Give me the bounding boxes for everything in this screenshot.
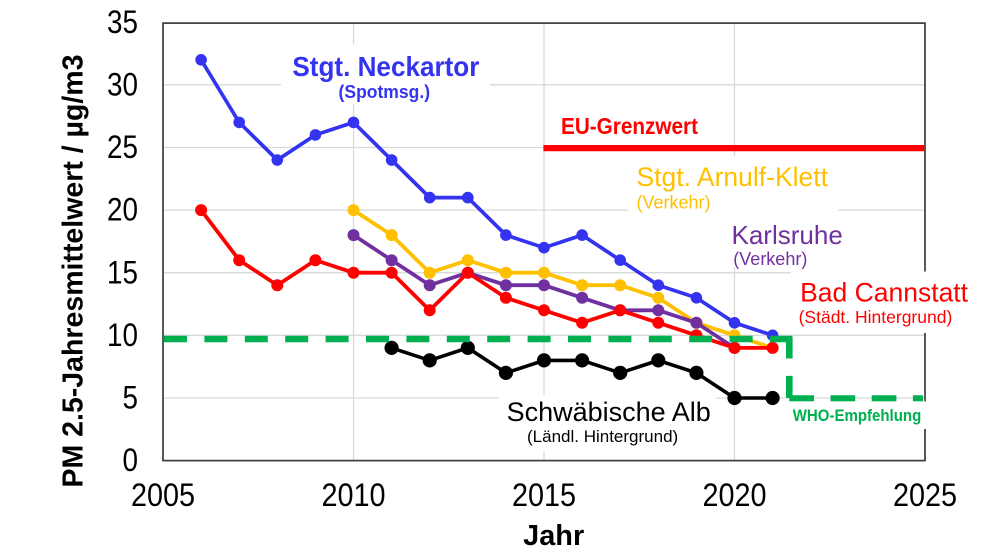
svg-text:0: 0 bbox=[123, 443, 138, 478]
svg-text:Bad Cannstatt: Bad Cannstatt bbox=[800, 278, 969, 308]
svg-text:35: 35 bbox=[107, 5, 138, 40]
svg-text:Karlsruhe: Karlsruhe bbox=[732, 220, 843, 250]
svg-text:2020: 2020 bbox=[702, 477, 766, 513]
svg-text:5: 5 bbox=[123, 381, 138, 416]
svg-text:15: 15 bbox=[107, 256, 138, 291]
svg-text:Stgt. Arnulf-Klett: Stgt. Arnulf-Klett bbox=[637, 162, 829, 192]
svg-text:WHO-Empfehlung: WHO-Empfehlung bbox=[793, 406, 922, 425]
svg-text:Schwäbische Alb: Schwäbische Alb bbox=[507, 397, 711, 427]
svg-text:25: 25 bbox=[107, 130, 138, 165]
svg-text:Stgt. Neckartor: Stgt. Neckartor bbox=[292, 51, 479, 82]
svg-text:(Städt. Hintergrund): (Städt. Hintergrund) bbox=[799, 307, 953, 327]
svg-text:20: 20 bbox=[107, 193, 138, 228]
svg-text:2015: 2015 bbox=[512, 477, 576, 513]
svg-text:(Verkehr): (Verkehr) bbox=[733, 249, 807, 269]
svg-text:(Verkehr): (Verkehr) bbox=[637, 193, 711, 213]
svg-text:10: 10 bbox=[107, 318, 138, 353]
svg-text:PM 2.5-Jahresmittelwert / µg/m: PM 2.5-Jahresmittelwert / µg/m3 bbox=[58, 55, 90, 488]
svg-text:EU-Grenzwert: EU-Grenzwert bbox=[561, 113, 698, 139]
svg-text:2010: 2010 bbox=[321, 477, 385, 513]
svg-text:(Spotmsg.): (Spotmsg.) bbox=[339, 81, 431, 102]
svg-text:30: 30 bbox=[107, 68, 138, 103]
svg-text:Jahr: Jahr bbox=[523, 520, 584, 552]
svg-text:2025: 2025 bbox=[893, 477, 957, 513]
svg-text:2005: 2005 bbox=[131, 477, 195, 513]
svg-text:(Ländl. Hintergrund): (Ländl. Hintergrund) bbox=[527, 427, 678, 446]
